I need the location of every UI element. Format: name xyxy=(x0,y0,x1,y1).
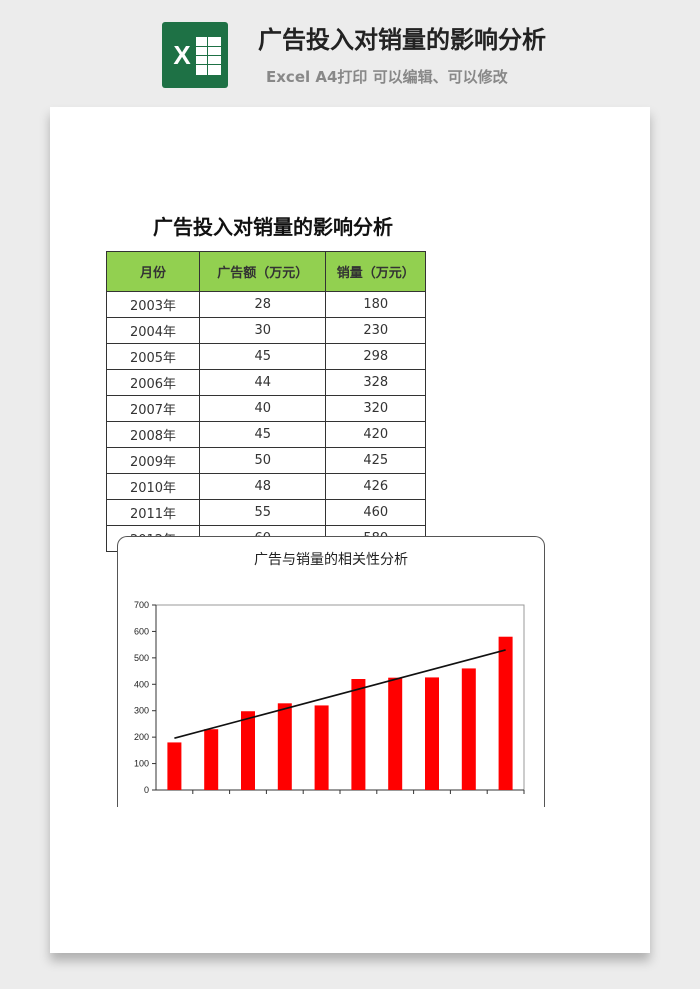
spreadsheet-grid-icon xyxy=(194,36,222,76)
bar xyxy=(314,705,329,790)
bar xyxy=(351,679,366,790)
cell-month: 2007年 xyxy=(106,395,200,422)
table-row: 2004年 30 230 xyxy=(106,317,426,344)
table-row: 2003年 28 180 xyxy=(106,291,426,318)
table-row: 2005年 45 298 xyxy=(106,343,426,370)
cell-ad-spend: 48 xyxy=(198,473,327,500)
table-row: 2006年 44 328 xyxy=(106,369,426,396)
cell-ad-spend: 28 xyxy=(198,291,327,318)
cell-sales: 425 xyxy=(325,447,426,474)
page-subtitle: Excel A4打印 可以编辑、可以修改 xyxy=(266,68,508,86)
cell-month: 2006年 xyxy=(106,369,200,396)
table-row: 2011年 55 460 xyxy=(106,499,426,526)
excel-logo-icon: X xyxy=(162,22,228,88)
y-tick-label: 700 xyxy=(134,600,149,610)
cell-month: 2010年 xyxy=(106,473,200,500)
bar xyxy=(241,711,255,790)
cell-sales: 420 xyxy=(325,421,426,448)
table-row: 2009年 50 425 xyxy=(106,447,426,474)
bar xyxy=(277,703,292,790)
cell-ad-spend: 55 xyxy=(198,499,327,526)
cell-month: 2005年 xyxy=(106,343,200,370)
y-tick-label: 400 xyxy=(134,679,149,689)
table-header-row: 月份 广告额（万元） 销量（万元） xyxy=(106,251,426,292)
chart-title: 广告与销量的相关性分析 xyxy=(254,552,408,568)
bar xyxy=(167,742,182,790)
y-tick-label: 200 xyxy=(134,732,149,742)
cell-sales: 328 xyxy=(325,369,426,396)
bar xyxy=(498,636,513,790)
table-row: 2007年 40 320 xyxy=(106,395,426,422)
cell-ad-spend: 44 xyxy=(198,369,327,396)
bar xyxy=(204,729,219,790)
trendline xyxy=(174,649,506,739)
document-title: 广告投入对销量的影响分析 xyxy=(153,215,393,239)
bar xyxy=(388,677,403,790)
cell-month: 2003年 xyxy=(106,291,200,318)
y-tick-label: 100 xyxy=(134,759,149,769)
cell-ad-spend: 45 xyxy=(198,343,327,370)
cell-ad-spend: 40 xyxy=(198,395,327,422)
cell-ad-spend: 50 xyxy=(198,447,327,474)
cell-month: 2011年 xyxy=(106,499,200,526)
table-row: 2008年 45 420 xyxy=(106,421,426,448)
y-tick-label: 600 xyxy=(134,626,149,636)
header: X 广告投入对销量的影响分析 Excel A4打印 可以编辑、可以修改 xyxy=(0,0,700,100)
document-page: 广告投入对销量的影响分析 月份 广告额（万元） 销量（万元） 2003年 28 18… xyxy=(50,107,650,953)
page-title: 广告投入对销量的影响分析 xyxy=(258,26,546,54)
header-ad-spend: 广告额（万元） xyxy=(198,251,327,292)
cell-sales: 298 xyxy=(325,343,426,370)
bar xyxy=(425,677,439,790)
bar xyxy=(461,668,476,790)
table-row: 2010年 48 426 xyxy=(106,473,426,500)
cell-ad-spend: 45 xyxy=(198,421,327,448)
cell-sales: 230 xyxy=(325,317,426,344)
cell-month: 2008年 xyxy=(106,421,200,448)
bar-chart: 0 100 200 300 400 500 600 700 xyxy=(134,600,525,795)
cell-sales: 320 xyxy=(325,395,426,422)
chart-panel: 广告与销量的相关性分析 0 100 200 300 400 500 600 700 xyxy=(117,536,545,807)
cell-sales: 426 xyxy=(325,473,426,500)
cell-ad-spend: 30 xyxy=(198,317,327,344)
cell-sales: 180 xyxy=(325,291,426,318)
y-tick-label: 0 xyxy=(144,785,149,795)
header-sales: 销量（万元） xyxy=(325,251,426,292)
cell-month: 2004年 xyxy=(106,317,200,344)
data-table: 月份 广告额（万元） 销量（万元） 2003年 28 180 2004年 30 230 20… xyxy=(106,251,426,552)
header-month: 月份 xyxy=(106,251,200,292)
cell-sales: 460 xyxy=(325,499,426,526)
logo-letter: X xyxy=(168,35,196,75)
y-tick-label: 500 xyxy=(134,653,149,663)
y-tick-label: 300 xyxy=(134,706,149,716)
cell-month: 2009年 xyxy=(106,447,200,474)
